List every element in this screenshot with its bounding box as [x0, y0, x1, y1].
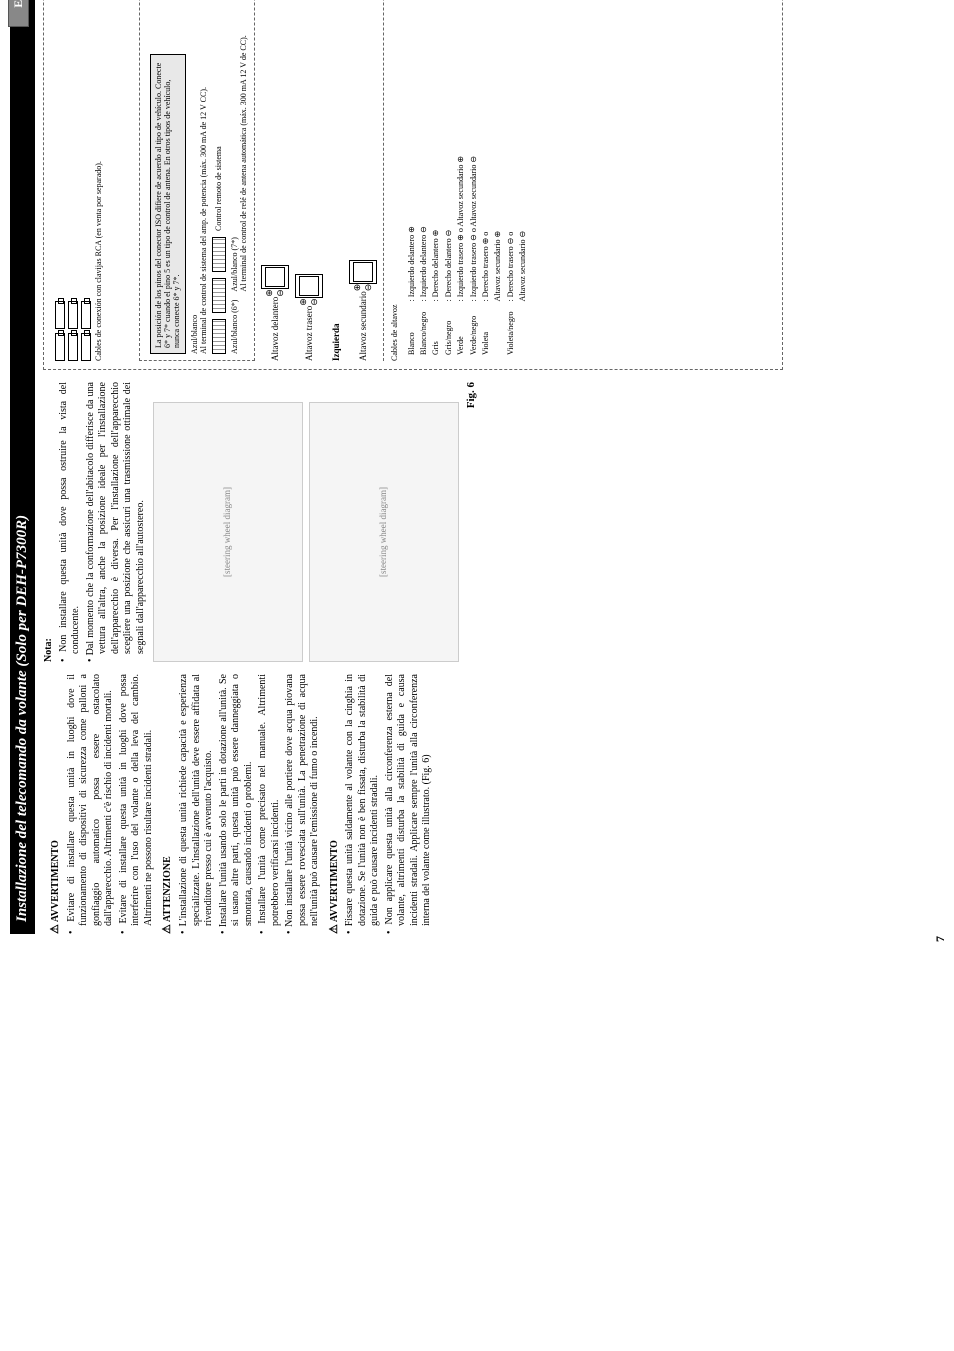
speaker-row-rear: Altavoz trasero ⊕⊖ ⊕⊖ Altavoz trasero — [295, 0, 323, 361]
list-item: Non installare l'unità vicino alle porti… — [284, 674, 322, 934]
table-row: Violeta: Derecho trasero ⊕ o — [481, 152, 491, 359]
caution-heading: ⚠ ATTENZIONE — [161, 674, 175, 934]
rca-plug-icon — [68, 301, 78, 329]
wire-desc: Al terminal de control de sistema del am… — [199, 0, 208, 354]
figure-6-image-top: [steering wheel diagram] — [153, 402, 303, 662]
speaker-row-front: Altavoz delantero ⊕⊖ ⊕⊖ Altavoz delanter… — [261, 0, 289, 361]
speaker-icon — [295, 274, 323, 298]
warning-icon: ⚠ — [161, 924, 173, 934]
table-row: Altavoz secundario ⊕ — [493, 152, 503, 359]
list-item: Evitare di installare questa unità in lu… — [66, 674, 116, 934]
rca-row — [68, 161, 78, 361]
table-row: Blanco: Izquierdo delantero ⊕ — [407, 152, 417, 359]
list-item: L'installazione di questa unità richiede… — [178, 674, 216, 934]
table-row: Altavoz secundario ⊖ — [518, 152, 528, 359]
connector-icon — [212, 237, 226, 272]
table-row: Violeta/negro: Derecho trasero ⊖ o — [506, 152, 516, 359]
language-tab: ESPAÑOL — [8, 0, 29, 27]
rca-row — [81, 161, 91, 361]
wire-label: Azul/blanco — [190, 0, 199, 354]
middle-column: Nota: Non installare questa unità dove p… — [43, 382, 801, 662]
table-row: Gris: Derecho delantero ⊕ — [431, 152, 441, 359]
table-row: Verde/negro: Izquierdo trasero ⊖ o Altav… — [469, 152, 479, 359]
warning-icon: ⚠ — [49, 924, 61, 934]
nota-list: Non installare questa unità dove possa o… — [58, 382, 148, 662]
list-item: Evitare di installare questa unità in lu… — [118, 674, 156, 934]
connector-icon — [212, 278, 226, 313]
polarity-icon: ⊕⊖ — [352, 284, 374, 292]
figure-6-label: Fig. 6 — [465, 382, 479, 662]
table-row: Blanco/negro: Izquierdo delantero ⊖ — [419, 152, 429, 359]
cables-title: Cables de altavoz — [390, 1, 399, 362]
speaker-label: Altavoz trasero — [304, 306, 314, 361]
list-item: Installare l'unità usando solo le parti … — [218, 674, 256, 934]
wire-7-label: Azul/blanco (7*) — [230, 0, 239, 292]
nota-heading: Nota: — [43, 382, 56, 662]
rca-plug-icon — [81, 333, 91, 361]
polarity-icon: ⊕⊖ — [264, 289, 286, 297]
speaker-label: Altavoz secundario — [358, 291, 368, 361]
warning-list-1: Evitare di installare questa unità in lu… — [66, 674, 156, 934]
table-row: Verde: Izquierdo trasero ⊕ o Altavoz sec… — [456, 152, 466, 359]
list-item: Dal momento che la conformazione dell'ab… — [85, 382, 148, 662]
wire-7-desc: Al terminal de control de relé de antena… — [239, 0, 248, 292]
left-column: ⚠ AVVERTIMENTO Evitare di installare que… — [43, 674, 801, 934]
warning-icon: ⚠ — [328, 924, 340, 934]
rca-plug-icon — [68, 333, 78, 361]
warning-heading-2: ⚠ AVVERTIMENTO — [328, 674, 342, 934]
right-column: Amplificador de potencia (en venta por s… — [43, 0, 801, 370]
list-item: Installare l'unità come precisato nel ma… — [257, 674, 282, 934]
rca-row — [55, 161, 65, 361]
list-item: Non installare questa unità dove possa o… — [58, 382, 83, 662]
iso-section: La posición de los pinos del conector IS… — [139, 0, 255, 361]
rca-plug-icon — [55, 301, 65, 329]
speaker-cable-table: Blanco: Izquierdo delantero ⊕ Blanco/neg… — [405, 150, 531, 361]
rca-plug-icon — [81, 301, 91, 329]
page-content: ⚠ AVVERTIMENTO Evitare di installare que… — [43, 0, 801, 934]
warning-heading-1: ⚠ AVVERTIMENTO — [49, 674, 63, 934]
warning-list-2: Fissare questa unità saldamente al volan… — [344, 674, 434, 934]
wiring-diagram: Amplificador de potencia (en venta por s… — [43, 0, 783, 370]
rca-plug-icon — [55, 333, 65, 361]
polarity-icon: ⊕⊖ — [298, 298, 320, 306]
speaker-row-sub: Altavoz secundario ⊕⊖ ⊕⊖ Altavoz secunda… — [349, 0, 377, 361]
list-item: Fissare questa unità saldamente al volan… — [344, 674, 382, 934]
figure-2-label: Fig. 2 — [789, 0, 801, 370]
system-remote-label: Control remoto de sistema — [214, 146, 223, 231]
caution-list: L'installazione di questa unità richiede… — [178, 674, 322, 934]
speaker-icon — [261, 265, 289, 289]
speaker-icon — [349, 260, 377, 284]
connector-icon — [212, 319, 226, 354]
left-side-label: Izquierda — [331, 323, 341, 361]
wire-6-label: Azul/blanco (6*) — [230, 300, 248, 354]
table-row: Gris/negro: Derecho delantero ⊖ — [444, 152, 454, 359]
page-number-left: 7 — [933, 936, 948, 942]
iso-note-box: La posición de los pinos del conector IS… — [150, 54, 186, 354]
speaker-label: Altavoz delantero — [270, 297, 280, 361]
list-item: Non applicare questa unità alla circonfe… — [384, 674, 434, 934]
figure-6-image-bottom: [steering wheel diagram] — [309, 402, 459, 662]
page-title-bar: Installazione del telecomando da volante… — [10, 0, 35, 934]
rca-cable-label: Cables de conexión con clavijas RCA (en … — [94, 161, 103, 361]
